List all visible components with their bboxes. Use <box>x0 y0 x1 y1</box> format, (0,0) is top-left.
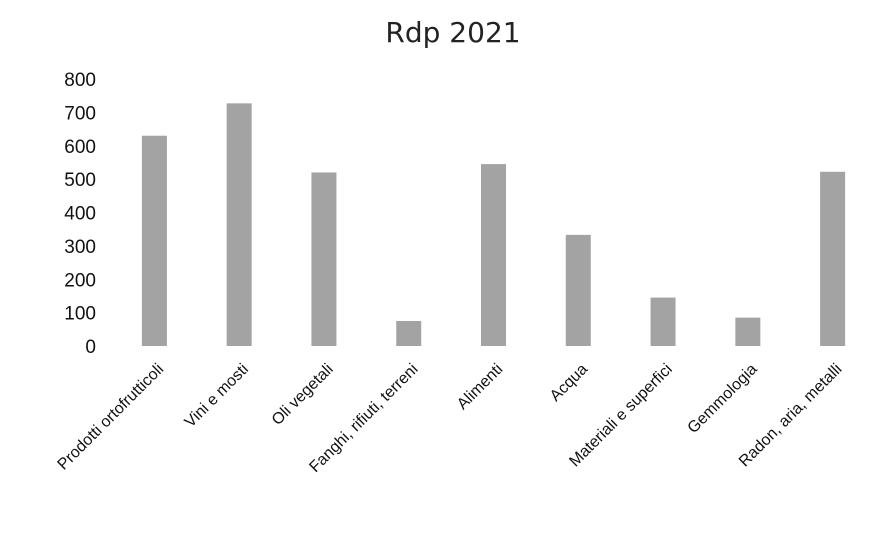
x-tick-label: Alimenti <box>454 361 506 413</box>
bar <box>141 135 167 346</box>
bar <box>735 317 761 346</box>
y-tick-label: 600 <box>64 137 96 158</box>
bar <box>820 171 846 346</box>
x-axis-ticks: Prodotti ortofrutticoli Vini e mosti Oli v… <box>55 361 846 476</box>
y-tick-label: 700 <box>64 103 96 124</box>
y-tick-label: 100 <box>64 304 96 325</box>
x-tick-label: Acqua <box>547 361 591 405</box>
chart-title: Rdp 2021 <box>385 16 520 49</box>
bar <box>481 164 506 346</box>
y-axis-ticks: 0 100 200 300 400 500 600 700 800 <box>64 70 96 358</box>
y-tick-label: 500 <box>64 170 96 191</box>
bars <box>141 103 846 347</box>
x-tick-label: Gemmologia <box>685 361 761 437</box>
bar <box>650 297 676 346</box>
bar <box>311 172 337 346</box>
bar <box>396 320 422 346</box>
y-tick-label: 800 <box>64 70 96 91</box>
y-tick-label: 400 <box>64 204 96 225</box>
bar <box>565 234 591 346</box>
bar <box>226 103 252 347</box>
x-tick-label: Prodotti ortofrutticoli <box>55 361 168 474</box>
y-tick-label: 300 <box>64 237 96 258</box>
x-tick-label: Vini e mosti <box>182 361 252 431</box>
x-tick-label: Oli vegetali <box>269 361 337 429</box>
y-tick-label: 0 <box>85 337 96 358</box>
y-tick-label: 200 <box>64 270 96 291</box>
